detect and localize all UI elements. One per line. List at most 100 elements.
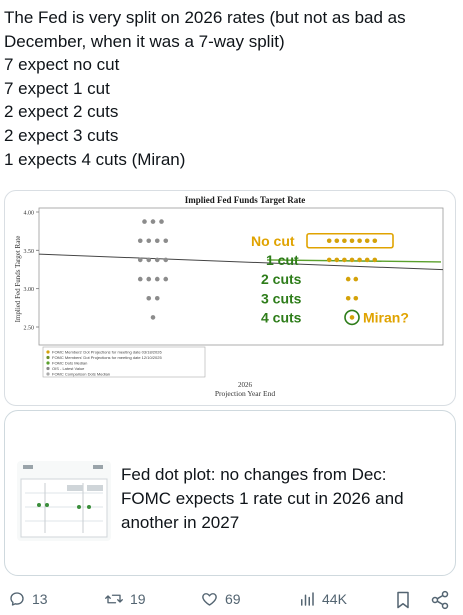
miran-circle bbox=[344, 309, 360, 326]
dot-point bbox=[154, 238, 160, 244]
y-tick-label: 4.00 bbox=[24, 211, 35, 217]
legend-box bbox=[42, 346, 206, 378]
no-cut-box bbox=[306, 232, 394, 249]
legend-swatch bbox=[46, 355, 50, 360]
dot-point bbox=[137, 238, 143, 244]
reply-count: 13 bbox=[32, 591, 48, 607]
dot-point bbox=[150, 315, 156, 320]
legend-entry: OIS - Latest Value bbox=[52, 366, 85, 371]
dot-point bbox=[150, 219, 156, 224]
dot-point bbox=[357, 238, 362, 244]
reply-button[interactable]: 13 bbox=[8, 590, 48, 608]
dot-point bbox=[154, 257, 160, 263]
dots-group bbox=[137, 219, 378, 320]
dot-point bbox=[364, 257, 370, 263]
post-line: 2 expect 2 cuts bbox=[4, 102, 119, 122]
y-tick-label: 2.50 bbox=[24, 326, 35, 332]
views-icon bbox=[301, 592, 314, 606]
dot-point bbox=[154, 295, 160, 301]
legend-swatch bbox=[46, 372, 50, 376]
plot-area bbox=[38, 207, 444, 346]
dot-point bbox=[137, 257, 143, 263]
x-axis-label: Projection Year End bbox=[215, 389, 275, 398]
post-line: 1 expects 4 cuts (Miran) bbox=[4, 149, 186, 169]
post-line: The Fed is very split on 2026 rates (but… bbox=[4, 8, 406, 27]
chart-image[interactable]: Implied Fed Funds Target Rate Implied Fe… bbox=[4, 190, 456, 406]
dot-point bbox=[345, 295, 351, 301]
dot-point bbox=[349, 238, 355, 244]
dot-point bbox=[137, 276, 143, 282]
link-title[interactable]: Fed dot plot: no changes from Dec: FOMC … bbox=[121, 465, 404, 532]
repost-icon bbox=[105, 594, 123, 604]
dot-point bbox=[146, 295, 152, 301]
dot-point bbox=[163, 276, 169, 282]
dot-point bbox=[342, 257, 347, 263]
dot-point bbox=[334, 257, 340, 263]
dot-point bbox=[154, 276, 160, 282]
annotation-label: Miran? bbox=[363, 309, 409, 325]
dot-point bbox=[353, 295, 359, 301]
post-text: The Fed is very split on 2026 rates (but… bbox=[4, 6, 459, 171]
annotation-label: 1 cut bbox=[266, 252, 299, 268]
x-axis-label: 2026 bbox=[238, 381, 253, 389]
dot-point bbox=[326, 238, 332, 244]
dot-point bbox=[146, 276, 152, 282]
views-button[interactable]: 44K bbox=[298, 590, 347, 608]
legend-swatch bbox=[46, 366, 50, 371]
like-button[interactable]: 69 bbox=[200, 590, 241, 608]
share-icon bbox=[431, 590, 449, 610]
legend-entry: FOMC Members' Dot Projections for meetin… bbox=[52, 355, 162, 360]
post-line: 7 expect 1 cut bbox=[4, 78, 110, 98]
dot-plot-chart: Implied Fed Funds Target Rate Implied Fe… bbox=[14, 195, 444, 398]
dot-point bbox=[159, 219, 164, 224]
bookmark-icon bbox=[397, 591, 409, 609]
annotation-label: 3 cuts bbox=[261, 290, 302, 306]
views-count: 44K bbox=[322, 591, 347, 607]
dot-point bbox=[364, 238, 370, 244]
legend-entry: FOMC Members' Dot Projections for meetin… bbox=[52, 350, 162, 355]
reference-lines bbox=[38, 253, 444, 271]
dot-point bbox=[163, 238, 169, 244]
link-preview-card[interactable]: Fed dot plot: no changes from Dec: FOMC … bbox=[4, 410, 456, 576]
ois-line bbox=[38, 253, 444, 271]
dot-point bbox=[326, 257, 332, 263]
action-bar: 13 19 69 44K bbox=[0, 586, 463, 614]
post-line: 7 expect no cut bbox=[4, 55, 120, 75]
dot-point bbox=[357, 257, 362, 263]
link-thumbnail bbox=[17, 461, 111, 541]
dot-point bbox=[349, 315, 355, 320]
annotation-label: 4 cuts bbox=[261, 309, 302, 325]
dot-point bbox=[142, 219, 147, 224]
post-line: 2 expect 3 cuts bbox=[4, 125, 119, 145]
like-count: 69 bbox=[225, 591, 241, 607]
heart-icon bbox=[202, 593, 217, 606]
y-tick-label: 3.00 bbox=[24, 287, 35, 293]
dot-point bbox=[349, 257, 355, 263]
reply-icon bbox=[10, 592, 24, 606]
legend-swatch bbox=[46, 361, 50, 365]
dot-point bbox=[345, 276, 351, 282]
dot-point bbox=[372, 257, 378, 263]
legend-entry: FOMC Comparison Dots Median bbox=[52, 372, 110, 377]
y-tick-label: 3.50 bbox=[24, 249, 35, 255]
chart-legend: FOMC Members' Dot Projections for meetin… bbox=[42, 346, 206, 378]
annotation-label: 2 cuts bbox=[261, 271, 302, 287]
y-axis-label: Implied Fed Funds Target Rate bbox=[14, 236, 22, 323]
dot-point bbox=[342, 238, 347, 244]
post-line: December, when it was a 7-way split) bbox=[4, 31, 285, 51]
dot-point bbox=[163, 257, 169, 263]
dot-point bbox=[334, 238, 340, 244]
annotation-label: No cut bbox=[251, 233, 295, 249]
bookmark-button[interactable] bbox=[394, 590, 412, 615]
y-axis-ticks: 4.00 3.50 3.00 2.50 bbox=[24, 211, 39, 332]
repost-button[interactable]: 19 bbox=[104, 590, 146, 608]
dot-point bbox=[353, 276, 359, 282]
chart-title: Implied Fed Funds Target Rate bbox=[185, 195, 306, 205]
legend-swatch bbox=[46, 350, 50, 354]
dot-point bbox=[372, 238, 378, 244]
annotations-group: No cut 1 cut 2 cuts 3 cuts 4 cuts Miran? bbox=[251, 233, 409, 326]
dot-point bbox=[146, 257, 152, 263]
dot-point bbox=[146, 238, 152, 244]
thumbnail-chart-icon bbox=[20, 465, 108, 538]
share-button[interactable] bbox=[430, 590, 450, 615]
